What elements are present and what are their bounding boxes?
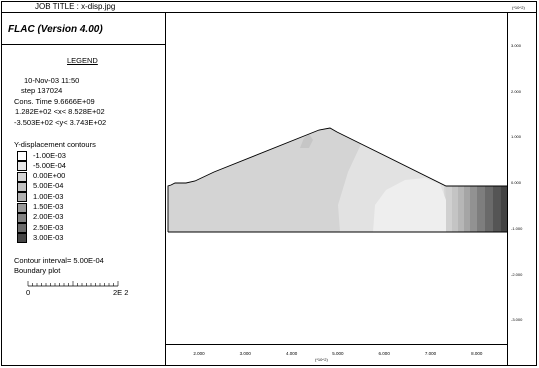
x-tick-label: 8.000 — [471, 351, 483, 356]
contour-zone-2e-3 — [470, 186, 477, 232]
axis-panel-divider — [507, 12, 508, 366]
contour-zone-1-5e-3 — [464, 186, 470, 232]
job-title: JOB TITLE : x-disp.jpg — [35, 2, 116, 11]
model-plot — [167, 127, 507, 233]
program-title: FLAC (Version 4.00) — [8, 24, 103, 35]
info-x-range: 1.282E+02 <x< 8.528E+02 — [15, 107, 105, 116]
contour-label: 1.00E-03 — [33, 191, 64, 201]
x-tick-label: 7.000 — [424, 351, 437, 356]
y-tick-label: 3.000 — [511, 43, 522, 48]
y-tick-label: 1.000 — [511, 134, 522, 140]
y-tick-label: 2.000 — [511, 88, 522, 94]
info-step: step 137024 — [21, 86, 63, 95]
panel-divider — [165, 12, 166, 366]
contour-zone-3e-3-b — [493, 186, 501, 232]
contour-swatch — [17, 212, 27, 223]
contour-interval: Contour interval= 5.00E-04 — [14, 256, 104, 265]
contour-zone-1e-3 — [458, 186, 464, 232]
x-tick-label: 2.000 — [193, 351, 205, 356]
info-cons-time: Cons. Time 9.6666E+09 — [14, 97, 95, 106]
bottom-axis-divider — [165, 344, 507, 345]
contour-label: -5.00E-04 — [33, 160, 66, 170]
legend-title: LEGEND — [67, 56, 98, 65]
contour-swatch — [17, 151, 27, 161]
info-y-range: -3.503E+02 <y< 3.743E+02 — [14, 118, 107, 127]
x-axis-unit: (*10^2) — [315, 357, 328, 362]
contour-label: -1.00E-03 — [33, 150, 66, 160]
y-axis-unit: (*10^2) — [512, 5, 525, 10]
contour-label: 0.00E+00 — [33, 171, 66, 181]
x-tick-label: 3.000 — [239, 351, 251, 356]
contour-swatch — [17, 202, 27, 213]
scale-left-label: 0 — [26, 288, 31, 297]
y-tick-label: -3.000 — [511, 317, 523, 323]
contour-label: 5.00E-04 — [33, 181, 64, 191]
contour-zone-minus-1e-3 — [373, 178, 446, 232]
y-tick-label: -2.000 — [511, 271, 523, 277]
contour-zone-crest — [300, 134, 313, 148]
contour-label: 3.00E-03 — [33, 232, 64, 242]
contour-zone-5e-4 — [452, 186, 458, 232]
contour-zone-3e-3-c — [501, 186, 507, 232]
contour-swatch — [17, 161, 27, 172]
contour-zone-3e-3-a — [485, 186, 493, 232]
contour-zone-0 — [446, 186, 452, 232]
x-tick-label: 6.000 — [378, 351, 390, 356]
contour-swatch — [17, 181, 27, 192]
y-tick-label: -1.000 — [511, 225, 523, 231]
scale-right-label: 2E 2 — [113, 288, 129, 297]
contour-label: 1.50E-03 — [33, 202, 64, 211]
contour-swatch — [17, 171, 27, 182]
contour-swatch — [17, 223, 27, 234]
scale-bar — [27, 281, 119, 287]
contour-label: 2.00E-03 — [33, 212, 64, 222]
contour-swatch — [17, 233, 27, 244]
y-tick-label: 0.000 — [511, 180, 522, 186]
x-tick-label: 5.000 — [332, 351, 344, 356]
contour-swatch — [17, 192, 27, 203]
boundary-plot-label: Boundary plot — [14, 266, 61, 275]
x-tick-label: 4.000 — [285, 351, 298, 356]
program-divider — [1, 44, 165, 45]
model-boundary — [167, 127, 507, 232]
info-date: 10-Nov-03 11:50 — [24, 76, 80, 85]
contour-label: 2.50E-03 — [33, 222, 64, 232]
contour-zone-2-5e-3 — [477, 186, 485, 232]
header-divider — [1, 12, 537, 13]
contour-title: Y-displacement contours — [14, 140, 96, 149]
